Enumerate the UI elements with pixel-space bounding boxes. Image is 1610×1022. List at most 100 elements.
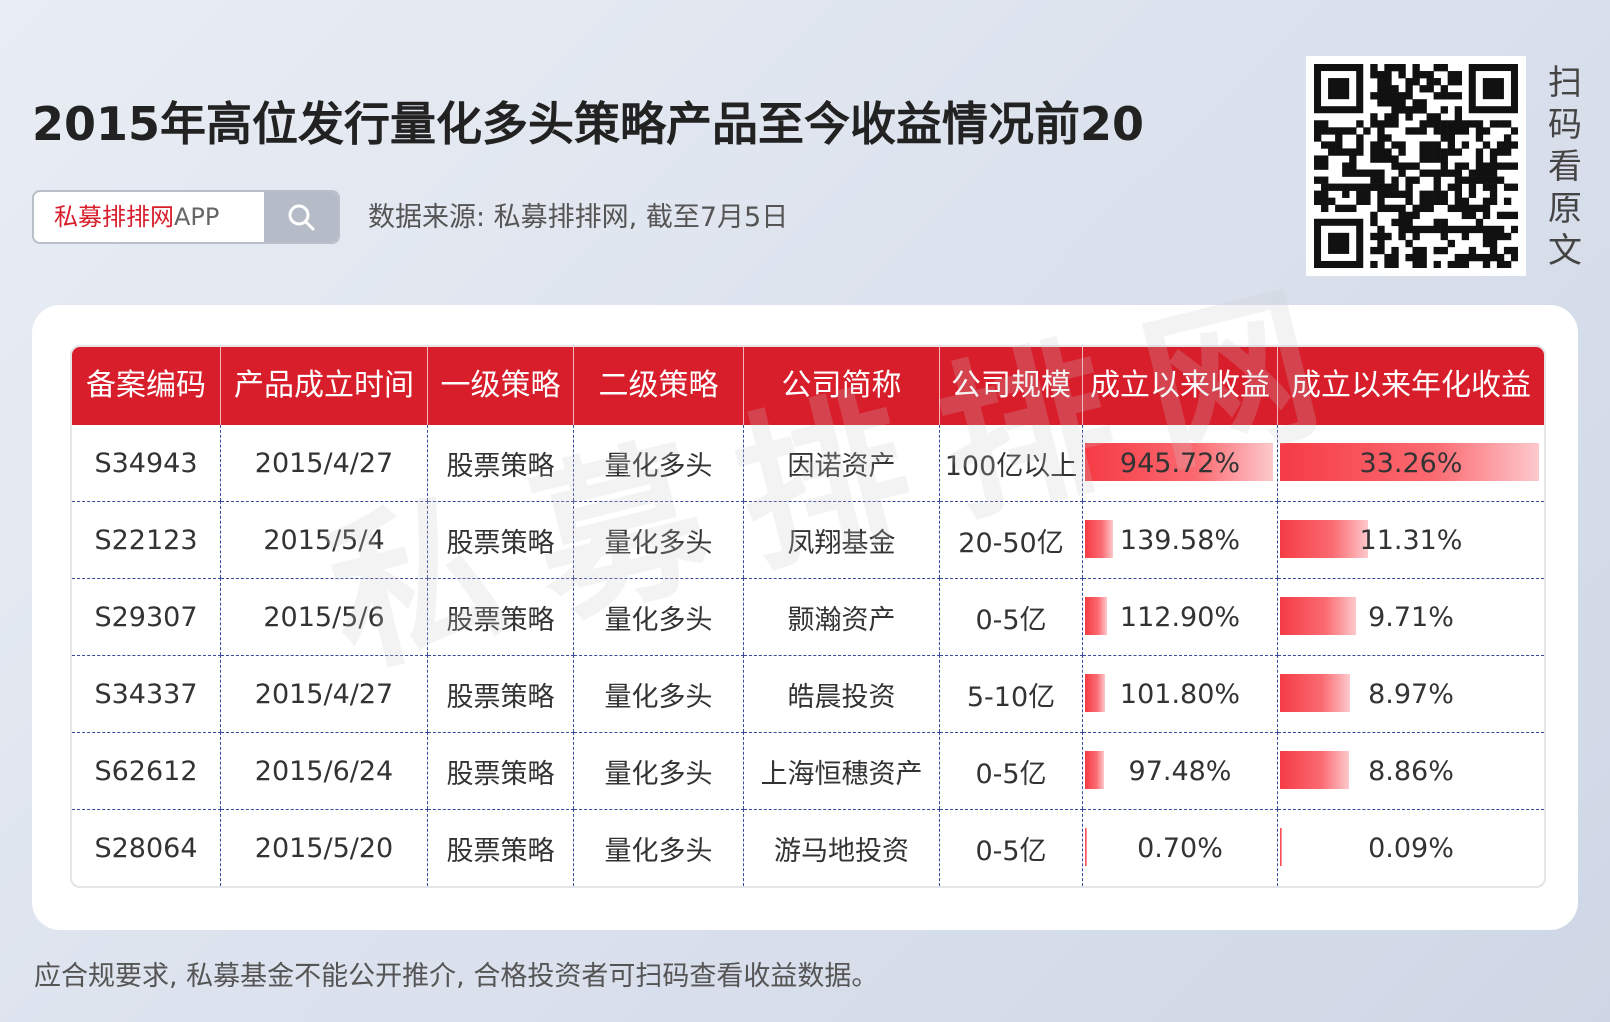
qr-module xyxy=(1314,155,1322,163)
qr-module xyxy=(1468,253,1477,262)
qr-module xyxy=(1356,120,1364,128)
header-scale[interactable]: 公司规模 xyxy=(940,347,1083,425)
qr-module xyxy=(1503,148,1512,156)
qr-module xyxy=(1475,176,1484,184)
qr-module xyxy=(1377,176,1385,184)
qr-module xyxy=(1440,218,1448,227)
cell-annual-return: 8.86% xyxy=(1278,732,1544,809)
qr-module xyxy=(1489,232,1498,241)
qr-module xyxy=(1342,190,1350,198)
qr-module xyxy=(1503,162,1512,170)
qr-module xyxy=(1377,141,1385,149)
qr-module xyxy=(1426,85,1434,93)
header-annual-return[interactable]: 成立以来年化收益 xyxy=(1278,347,1544,425)
qr-module xyxy=(1496,141,1505,149)
qr-module xyxy=(1384,85,1392,93)
qr-module xyxy=(1335,183,1343,191)
qr-module xyxy=(1419,253,1427,262)
qr-module xyxy=(1489,246,1498,255)
qr-module xyxy=(1314,134,1322,142)
qr-module xyxy=(1426,71,1434,79)
qr-module xyxy=(1475,218,1484,227)
header-company[interactable]: 公司简称 xyxy=(744,347,940,425)
qr-module xyxy=(1482,169,1491,177)
qr-module xyxy=(1405,127,1413,135)
qr-module xyxy=(1321,176,1329,184)
header-strategy-1[interactable]: 一级策略 xyxy=(428,347,574,425)
qr-module xyxy=(1412,260,1420,268)
qr-module xyxy=(1482,225,1491,234)
cell-date: 2015/4/27 xyxy=(221,425,428,501)
cell-annual-return: 33.26% xyxy=(1278,425,1544,501)
qr-module xyxy=(1377,99,1385,107)
cell-strategy-1: 股票策略 xyxy=(428,809,574,886)
header-return[interactable]: 成立以来收益 xyxy=(1083,347,1278,425)
qr-module xyxy=(1447,148,1455,156)
qr-module xyxy=(1419,99,1427,107)
qr-module xyxy=(1391,106,1399,114)
cell-company: 游马地投资 xyxy=(744,809,940,886)
qr-module xyxy=(1475,148,1484,156)
qr-module xyxy=(1510,183,1518,191)
qr-module xyxy=(1363,183,1371,191)
qr-module xyxy=(1370,148,1378,156)
qr-module xyxy=(1503,260,1512,268)
cell-return-label: 0.70% xyxy=(1137,832,1223,864)
cell-return: 945.72% xyxy=(1083,425,1278,501)
search-box[interactable]: 私募排排网APP xyxy=(32,190,340,244)
qr-module xyxy=(1461,127,1470,135)
qr-module xyxy=(1377,204,1385,213)
cell-date: 2015/5/4 xyxy=(221,501,428,578)
qr-module xyxy=(1384,134,1392,142)
qr-module xyxy=(1405,253,1413,262)
qr-module xyxy=(1433,64,1441,72)
qr-module xyxy=(1419,148,1427,156)
qr-module xyxy=(1328,148,1336,156)
qr-module xyxy=(1370,113,1378,121)
qr-module xyxy=(1440,85,1448,93)
qr-module xyxy=(1342,169,1350,177)
qr-module xyxy=(1454,225,1463,234)
qr-module xyxy=(1489,197,1498,205)
cell-annual-return-bar xyxy=(1280,674,1350,712)
qr-module xyxy=(1489,190,1498,198)
qr-module xyxy=(1370,183,1378,191)
qr-module xyxy=(1454,71,1463,79)
search-brand: 私募排排网 xyxy=(54,203,174,231)
qr-module xyxy=(1454,106,1463,114)
header-date[interactable]: 产品成立时间 xyxy=(221,347,428,425)
qr-module xyxy=(1454,162,1463,170)
qr-module xyxy=(1426,141,1434,149)
qr-module xyxy=(1356,169,1364,177)
qr-module xyxy=(1447,127,1455,135)
qr-module xyxy=(1377,134,1385,142)
qr-module xyxy=(1349,148,1357,156)
qr-module xyxy=(1356,148,1364,156)
qr-module xyxy=(1461,260,1470,268)
qr-module xyxy=(1377,155,1385,163)
cell-company: 凤翔基金 xyxy=(744,501,940,578)
table-row: S28064 2015/5/20 股票策略 量化多头 游马地投资 0-5亿 0.70% 0.0… xyxy=(72,809,1544,886)
qr-module xyxy=(1503,246,1512,255)
qr-module xyxy=(1391,92,1399,100)
qr-module xyxy=(1321,141,1329,149)
header-strategy-2[interactable]: 二级策略 xyxy=(574,347,744,425)
qr-module xyxy=(1356,190,1364,198)
qr-module xyxy=(1419,155,1427,163)
qr-module xyxy=(1335,204,1343,213)
cell-return-label: 945.72% xyxy=(1119,447,1241,479)
qr-module xyxy=(1335,127,1343,135)
qr-code[interactable] xyxy=(1306,56,1526,276)
header-code[interactable]: 备案编码 xyxy=(72,347,221,425)
qr-module xyxy=(1321,127,1329,135)
qr-module xyxy=(1426,204,1434,213)
qr-module xyxy=(1370,155,1378,163)
qr-module xyxy=(1482,127,1491,135)
qr-module xyxy=(1370,71,1378,79)
search-button[interactable] xyxy=(264,192,338,242)
qr-module xyxy=(1496,253,1505,262)
qr-module xyxy=(1370,141,1378,149)
qr-module xyxy=(1370,260,1378,268)
qr-module xyxy=(1405,197,1413,205)
qr-module xyxy=(1461,232,1470,241)
